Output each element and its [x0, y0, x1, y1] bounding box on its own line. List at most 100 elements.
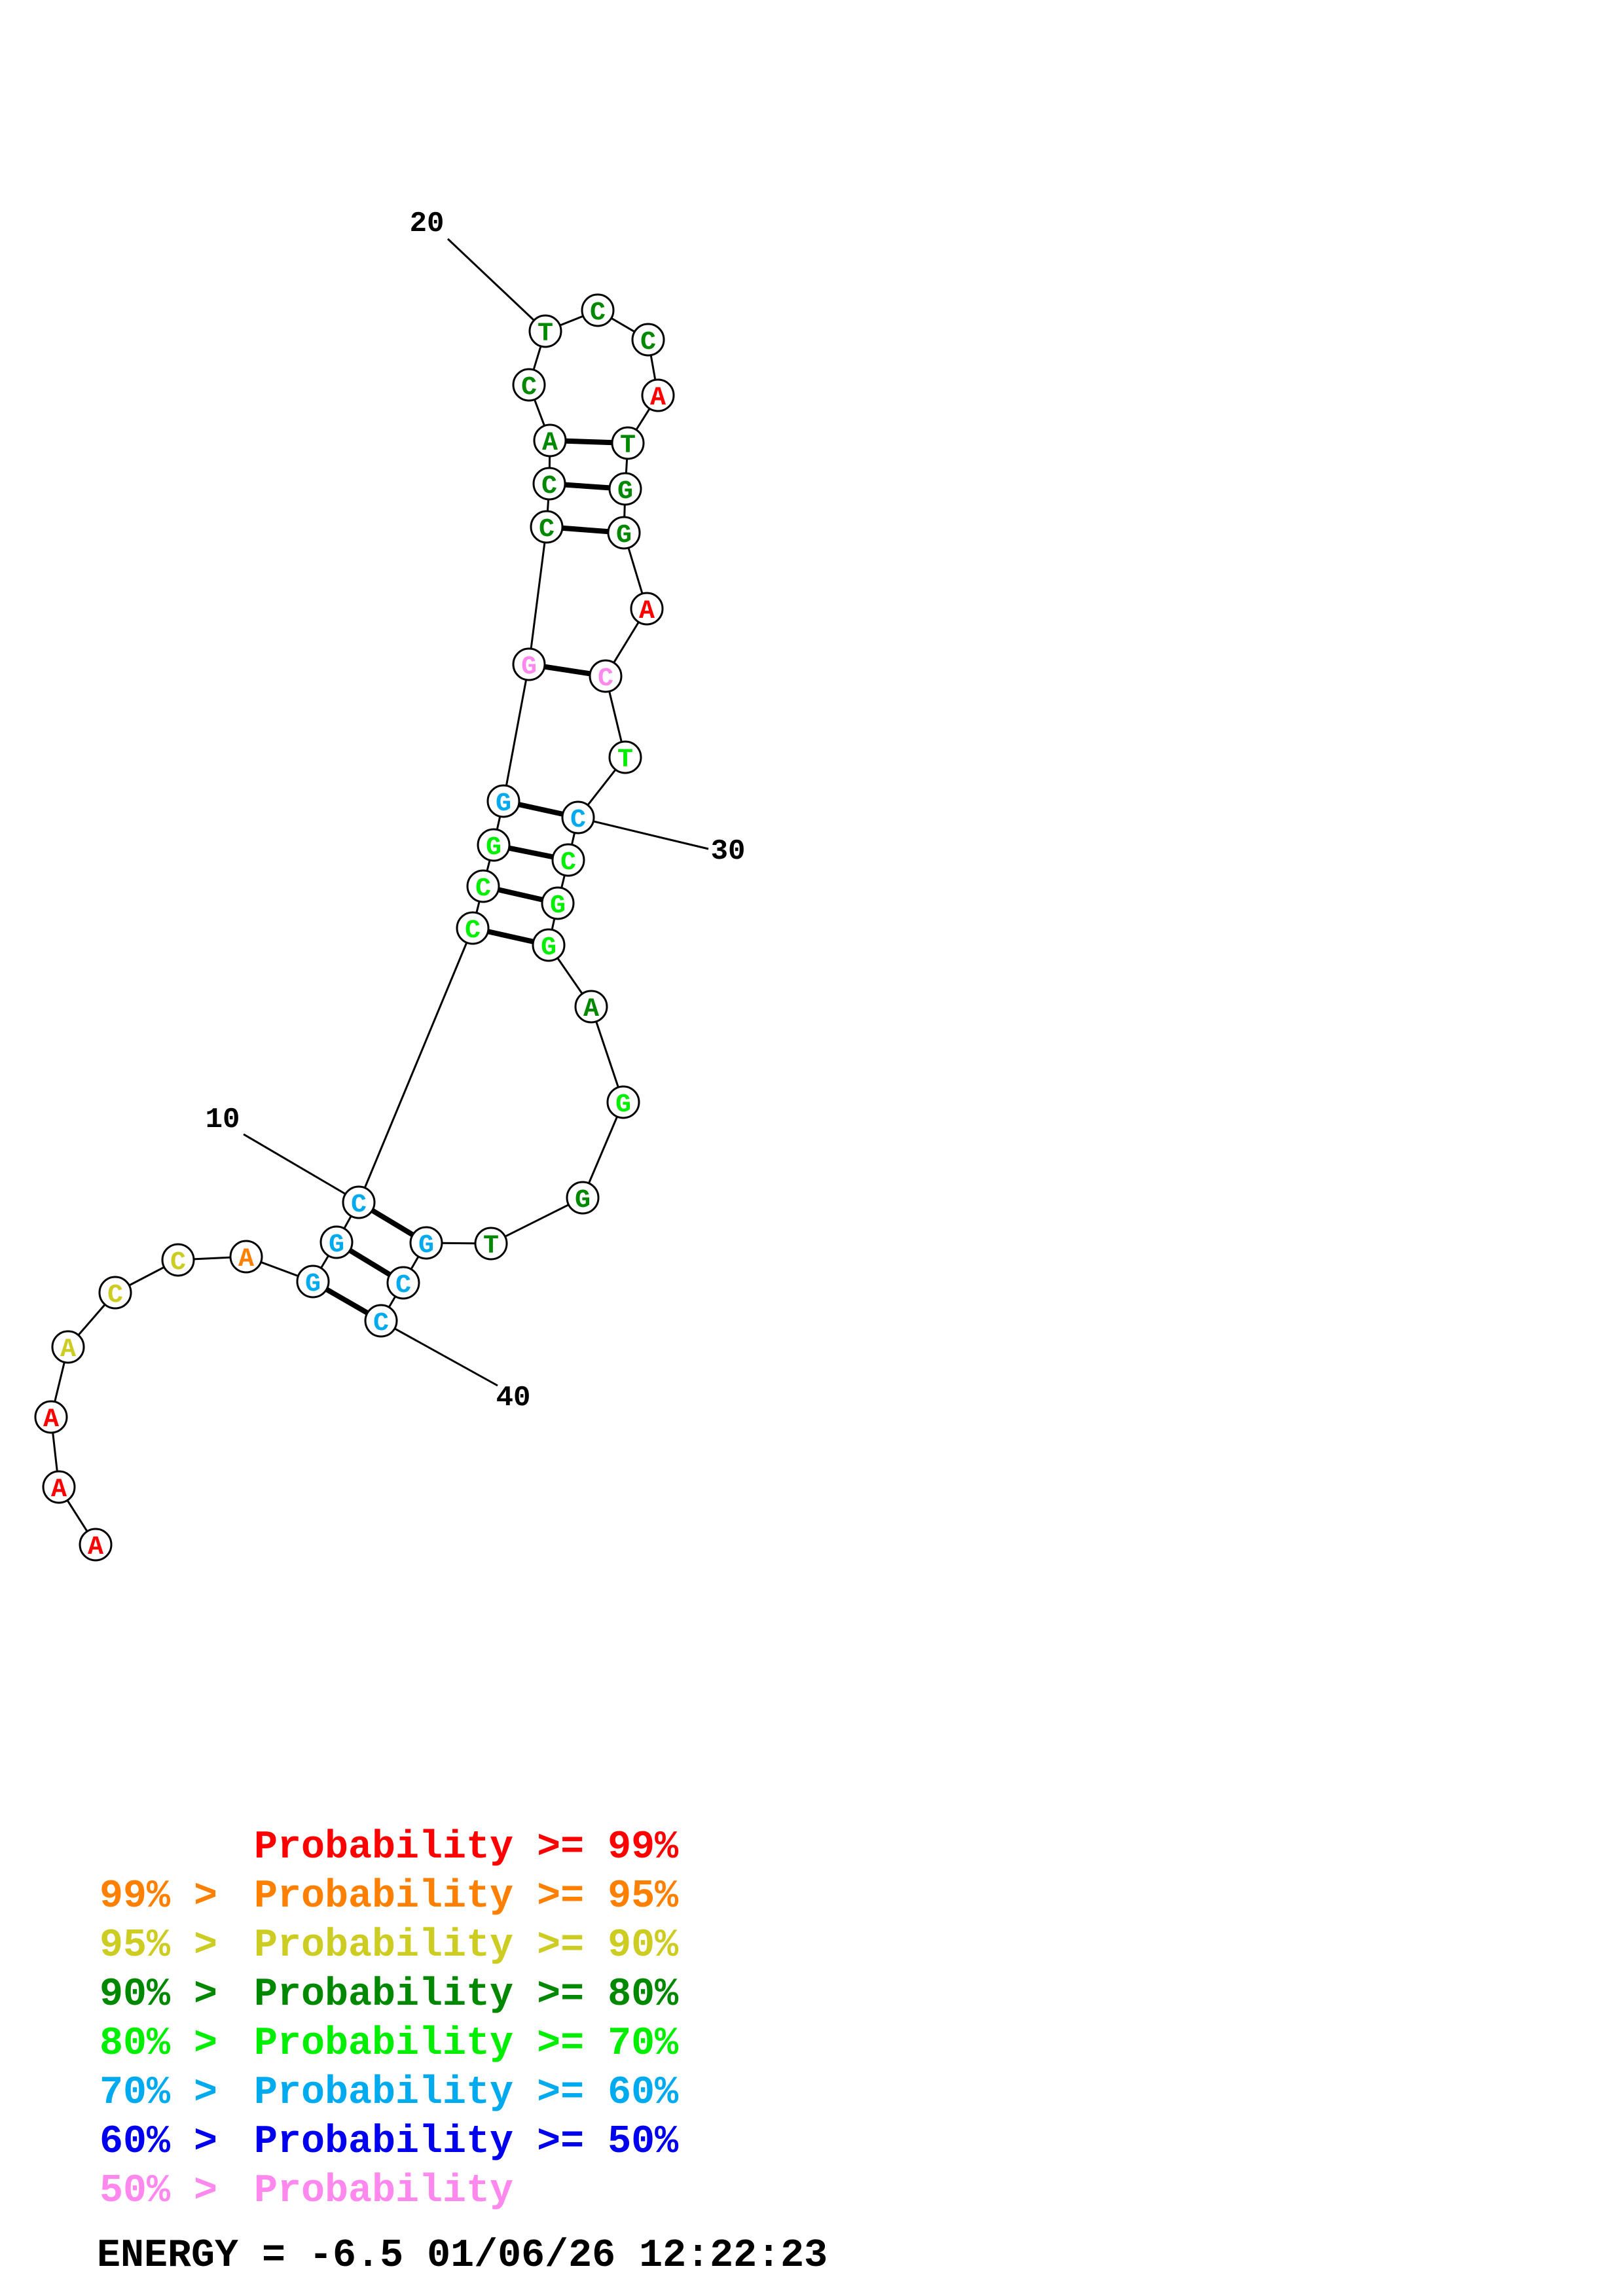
nucleotide-circle: [561, 800, 595, 834]
nucleotide-letter: C: [475, 874, 491, 904]
nucleotide: C: [342, 1185, 376, 1220]
nucleotide-circle: [51, 1330, 85, 1364]
nucleotide-circle: [342, 1185, 376, 1219]
nucleotide-circle: [512, 647, 546, 681]
nucleotide-letter: A: [43, 1405, 59, 1435]
nucleotide: A: [229, 1240, 263, 1274]
nucleotide-circle: [486, 784, 520, 818]
nucleotide: T: [528, 314, 562, 349]
nucleotide-letter: C: [373, 1309, 389, 1338]
nucleotide-circle: [574, 990, 608, 1024]
nucleotide: G: [566, 1181, 600, 1215]
legend-prefix: 80% >: [100, 2022, 217, 2066]
index-labels: 10 20 30 40: [206, 207, 746, 1414]
nucleotide: G: [607, 516, 641, 550]
nucleotide: A: [630, 592, 664, 626]
nucleotide: A: [641, 378, 675, 413]
nucleotide-letter: T: [483, 1232, 499, 1261]
nucleotide: G: [608, 472, 642, 507]
backbone-segment: [357, 927, 474, 1203]
nucleotide-circle: [34, 1400, 68, 1434]
index-label-40: 40: [496, 1382, 531, 1414]
backbone-segment: [490, 1196, 583, 1245]
nucleotide-letter: A: [542, 429, 558, 458]
nucleotide-letter: T: [620, 431, 636, 461]
nucleotide-letter: G: [486, 833, 501, 863]
nucleotide: A: [34, 1400, 68, 1435]
legend-prefix: 50% >: [100, 2169, 217, 2214]
index-label-line: [243, 1133, 358, 1202]
legend-label: Probability >= 95%: [254, 1874, 679, 1919]
index-label-30: 30: [711, 835, 746, 868]
nucleotide-circle: [42, 1470, 76, 1504]
nucleotide: G: [409, 1226, 443, 1261]
nucleotide: C: [98, 1276, 132, 1310]
nucleotide-letter: C: [539, 515, 555, 545]
legend-label: Probability >= 99%: [254, 1825, 679, 1870]
nucleotide-letter: C: [640, 328, 656, 357]
index-label-line: [579, 817, 709, 850]
nucleotide-letter: A: [639, 597, 655, 626]
nucleotide: C: [631, 323, 665, 357]
nucleotide-circle: [581, 293, 615, 327]
legend-label: Probability >= 50%: [254, 2120, 679, 2164]
nucleotide-letter: C: [465, 916, 481, 946]
index-label-10: 10: [206, 1103, 240, 1136]
nucleotide-letter: G: [496, 789, 511, 819]
nucleotide: T: [474, 1227, 508, 1261]
nucleotide-letter: G: [541, 933, 556, 963]
nucleotide-circle: [630, 592, 664, 626]
legend-prefix: 70% >: [100, 2071, 217, 2115]
nucleotide: A: [79, 1528, 113, 1562]
nucleotide-letter: G: [550, 891, 566, 921]
nucleotide-letter: G: [521, 653, 537, 682]
nucleotide-letter: A: [51, 1475, 67, 1505]
nucleotide-circle: [229, 1240, 263, 1274]
nucleotide-circle: [566, 1181, 600, 1215]
nucleotide-letter: C: [541, 472, 557, 501]
nucleotide-circle: [551, 843, 585, 877]
backbone: [50, 309, 659, 1545]
index-label-line: [447, 238, 545, 331]
nucleotide-circle: [606, 1085, 640, 1119]
nucleotide-letter: G: [615, 1090, 631, 1120]
nucleotide-circle: [533, 423, 567, 457]
nucleotide-circle: [456, 911, 490, 945]
nucleotide-circle: [79, 1528, 113, 1562]
nucleotide-circle: [528, 314, 562, 348]
nucleotide-circle: [409, 1226, 443, 1260]
legend-label: Probability: [254, 2169, 513, 2214]
nucleotide-letter: G: [305, 1270, 321, 1299]
legend-prefix: 95% >: [100, 1924, 217, 1968]
nucleotide-letter: G: [418, 1231, 434, 1261]
nucleotide-circle: [161, 1243, 195, 1277]
nucleotide: C: [466, 869, 500, 904]
nucleotide: G: [319, 1225, 354, 1260]
backbone-segment: [528, 526, 548, 665]
nucleotide-circle: [641, 378, 675, 412]
nucleotide-letter: C: [521, 373, 537, 403]
nucleotide-letter: C: [598, 664, 613, 694]
backbone-segment: [581, 1102, 625, 1198]
nucleotide-letter: T: [617, 745, 633, 775]
nucleotide-circle: [319, 1225, 354, 1259]
nucleotide: T: [608, 740, 642, 775]
backbone-segment: [590, 1006, 625, 1103]
nucleotide-circle: [611, 426, 645, 460]
nucleotide: G: [296, 1265, 330, 1299]
nucleotide: G: [512, 647, 546, 682]
legend-label: Probability >= 90%: [254, 1924, 679, 1968]
nucleotide-letter: A: [238, 1245, 254, 1274]
nucleotide: C: [530, 510, 564, 545]
legend-label: Probability >= 80%: [254, 1973, 679, 2017]
nucleotide: A: [574, 990, 608, 1024]
nucleotide-letter: C: [395, 1271, 411, 1300]
nucleotide-letter: G: [329, 1230, 344, 1260]
nucleotide-letter: G: [616, 521, 632, 550]
nucleotide-letter: A: [650, 384, 666, 413]
nucleotide-circle: [541, 886, 575, 920]
nucleotide: G: [606, 1085, 640, 1120]
nucleotide: C: [589, 659, 623, 694]
